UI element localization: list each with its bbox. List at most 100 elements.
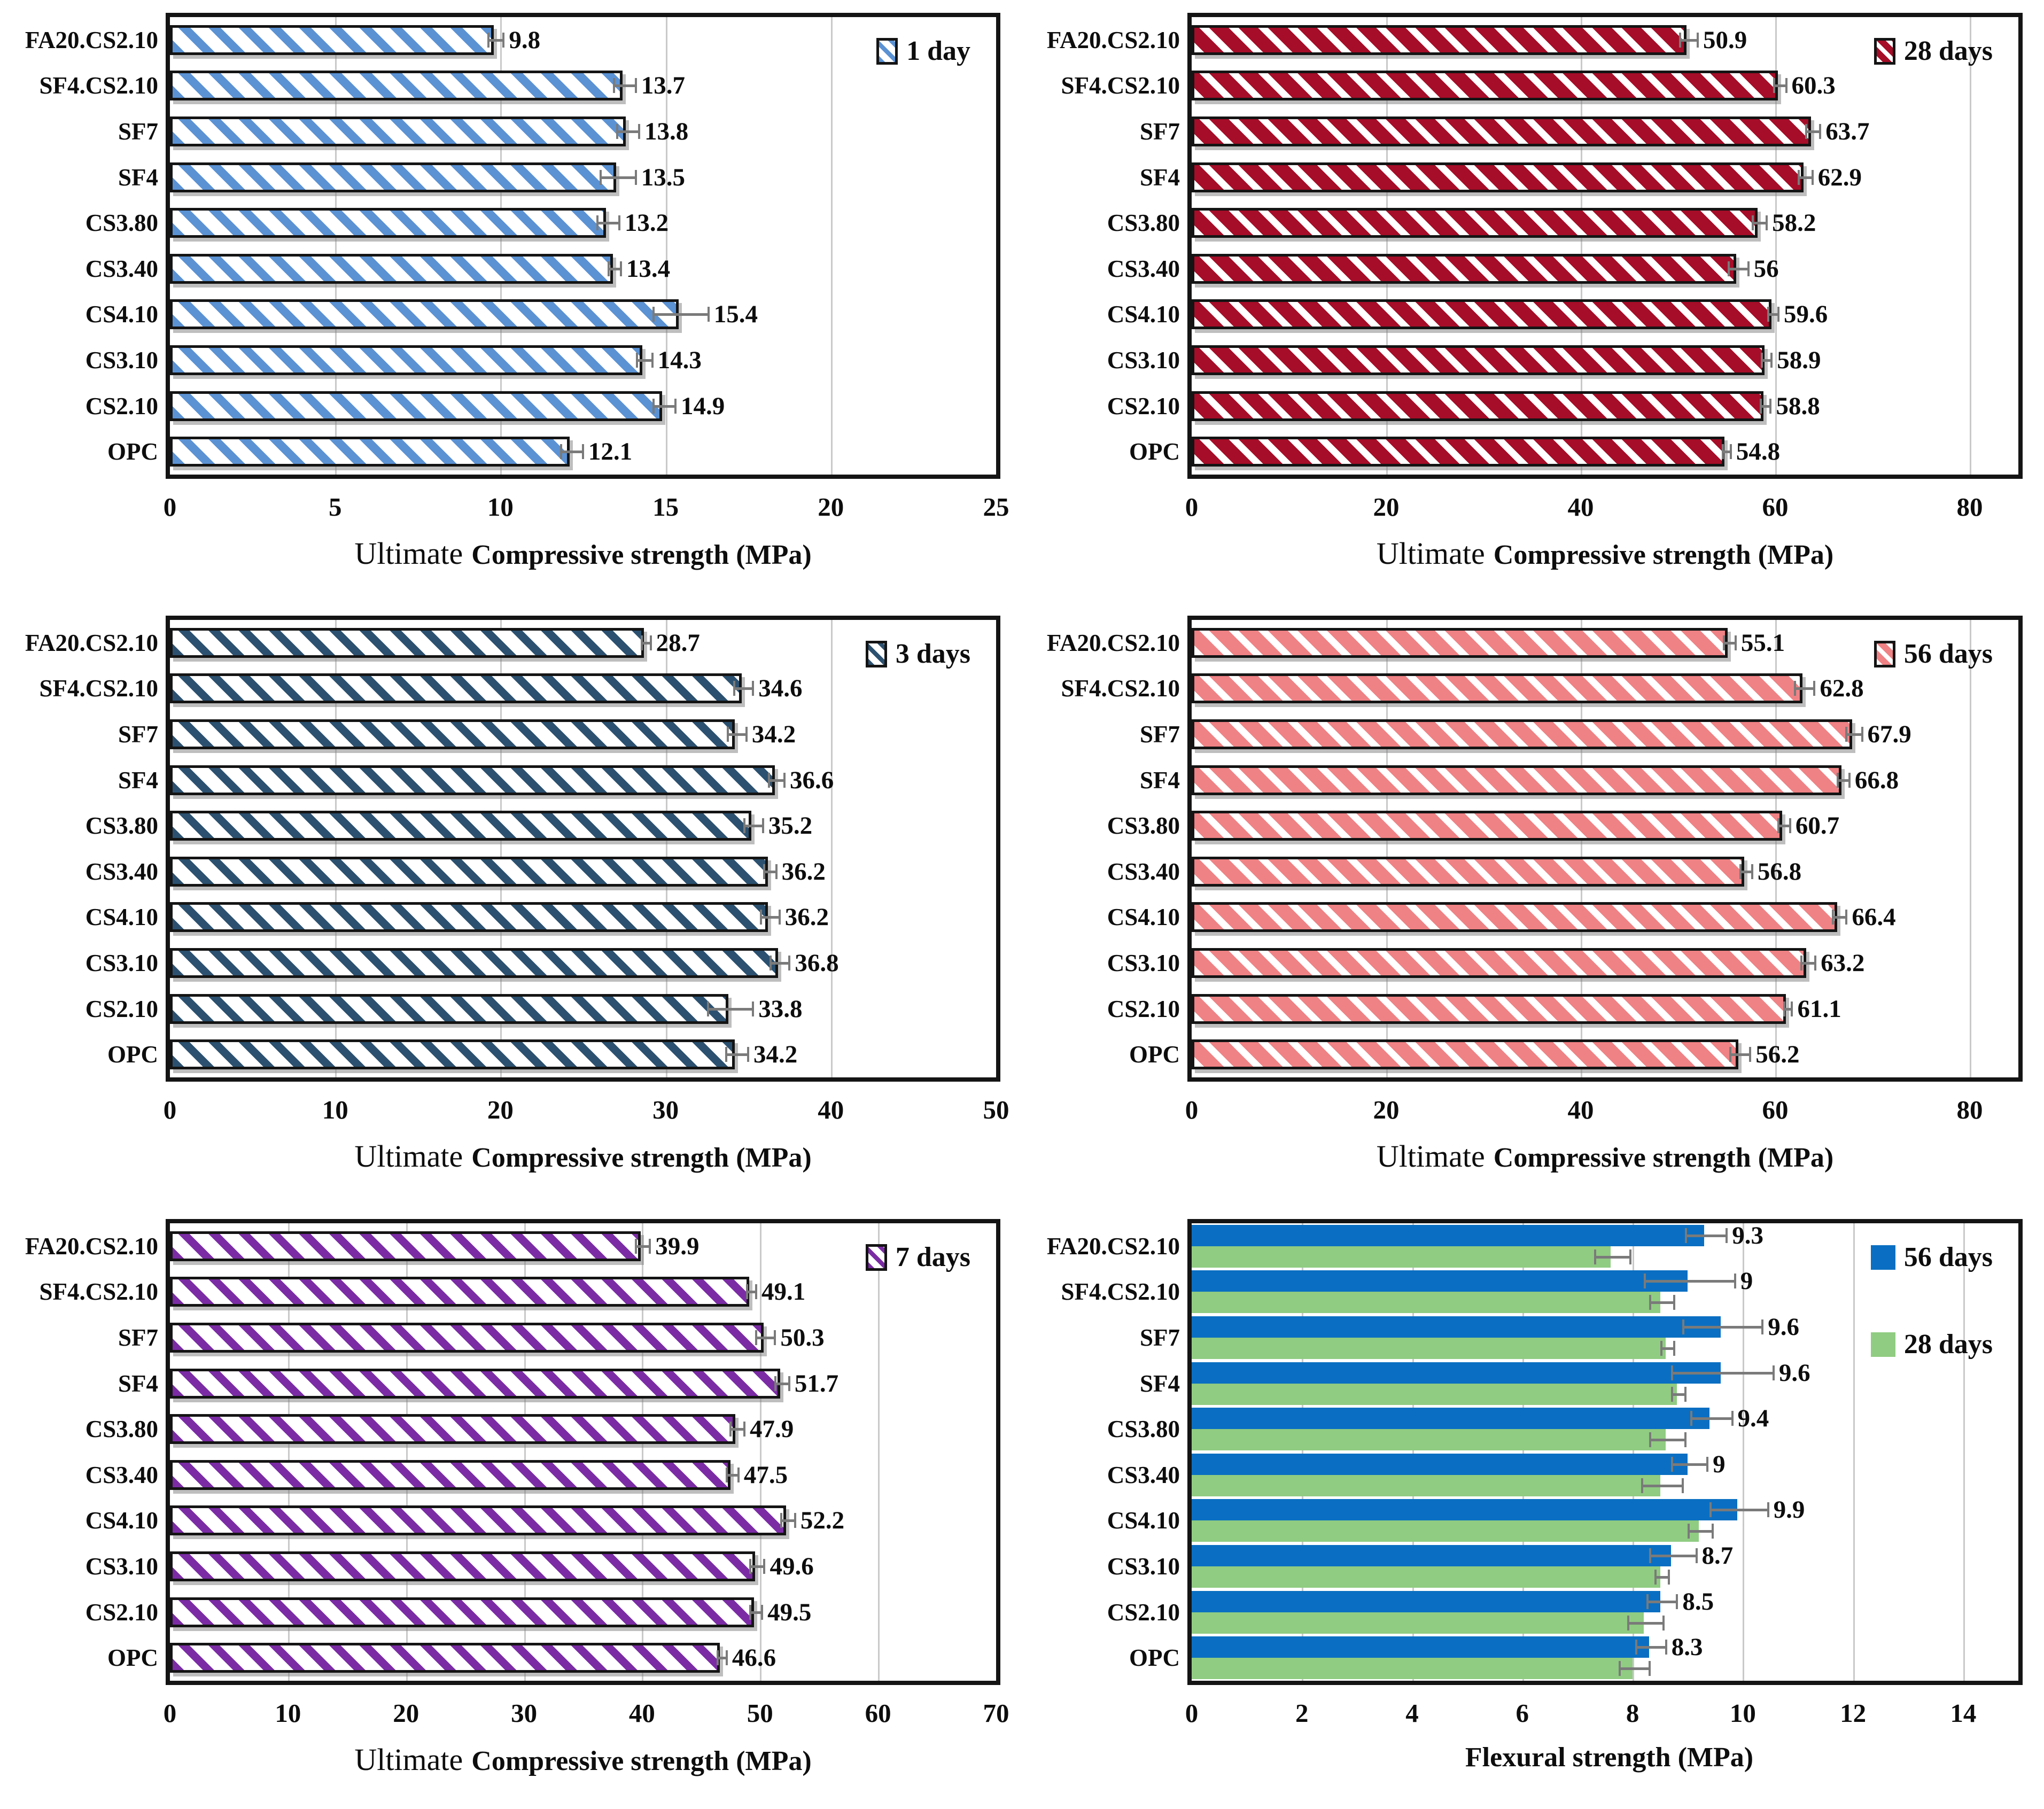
legend: 1 day	[876, 35, 970, 67]
x-tick-label: 0	[163, 1095, 177, 1124]
bar-1-day-CS3.10	[170, 345, 643, 375]
x-axis-label: Ultimate Compressive strength (MPa)	[1187, 1138, 2023, 1174]
x-axis-label: Flexural strength (MPa)	[1187, 1742, 2023, 1773]
legend: 56 days	[1874, 638, 1993, 670]
error-bar	[780, 1513, 796, 1528]
value-label: 51.7	[794, 1369, 839, 1397]
value-label: 8.3	[1671, 1633, 1703, 1662]
value-label: 56.8	[1757, 857, 1802, 886]
x-axis: 0 20 40 60 80	[1185, 1082, 2018, 1138]
category-label: CS3.80	[85, 1416, 158, 1443]
error-bar	[759, 910, 781, 925]
plot-area: FA20.CS2.10 39.9 SF4.CS2.10 49.1 SF7 50.3 SF4 5…	[25, 1219, 1000, 1685]
x-tick-label: 20	[1373, 1095, 1400, 1124]
legend-entry: 28 days	[1874, 35, 1993, 67]
value-label: 61.1	[1797, 995, 1841, 1023]
category-label: CS3.80	[1107, 812, 1180, 840]
category-label: SF7	[1139, 721, 1180, 748]
value-label: 9.8	[509, 26, 541, 54]
x-axis-label: Ultimate Compressive strength (MPa)	[166, 1138, 1000, 1174]
gridline	[1581, 17, 1582, 475]
bar-3-days-CS4.10	[170, 902, 768, 933]
error-bar	[1594, 1249, 1631, 1264]
bar-7-days-OPC	[170, 1643, 720, 1673]
gridline	[1970, 17, 1971, 475]
category-label: CS2.10	[85, 392, 158, 420]
value-label: 8.5	[1682, 1587, 1714, 1616]
x-tick-label: 40	[1567, 492, 1594, 522]
gridline	[524, 1223, 526, 1681]
x-tick-label: 20	[818, 492, 844, 522]
error-bar	[1671, 1386, 1687, 1402]
bar-28-days-CS3.10	[1192, 345, 1765, 375]
bar-28-days-SF7	[1192, 117, 1812, 146]
plot-area: FA20.CS2.10 9.3 SF4.CS2.10 9 SF7 9.6 SF4 9.6 CS3…	[1047, 1219, 2023, 1685]
category-label: OPC	[107, 438, 158, 465]
value-label: 13.4	[626, 254, 671, 283]
value-label: 15.4	[713, 300, 758, 329]
value-label: 59.6	[1783, 300, 1828, 329]
gridline	[1970, 620, 1971, 1077]
chart-compressive-28-days: FA20.CS2.10 50.9 SF4.CS2.10 60.3 SF7 63.7 SF4 6…	[1022, 0, 2044, 603]
legend: 28 days	[1874, 35, 1993, 67]
error-bar	[1671, 1456, 1709, 1472]
category-label: CS3.40	[85, 858, 158, 885]
bar-28-days-FA20.CS2.10	[1192, 1246, 1611, 1268]
value-label: 56.2	[1755, 1041, 1800, 1069]
x-tick-label: 80	[1956, 1095, 1983, 1124]
x-tick-label: 5	[328, 492, 342, 522]
category-label: SF7	[118, 721, 158, 748]
bar-28-days-SF4.CS2.10	[1192, 71, 1778, 101]
gridline	[878, 1223, 880, 1681]
category-label: CS3.40	[1107, 255, 1180, 282]
gridline	[1963, 1223, 1965, 1681]
value-label: 13.2	[624, 209, 669, 237]
gridline	[500, 17, 502, 475]
value-label: 34.6	[758, 674, 803, 703]
gridline	[665, 17, 667, 475]
category-label: SF4.CS2.10	[1061, 1278, 1180, 1306]
category-label: SF7	[1139, 118, 1180, 145]
error-bar	[559, 444, 584, 460]
x-axis-label-prefix: Ultimate	[354, 1139, 463, 1174]
x-tick-label: 50	[983, 1095, 1009, 1124]
category-label: OPC	[107, 1041, 158, 1068]
gridline	[1743, 1223, 1745, 1681]
x-tick-label: 80	[1956, 492, 1983, 522]
value-label: 9	[1740, 1267, 1753, 1295]
bar-56-days-CS3.80	[1192, 811, 1782, 841]
value-label: 9.6	[1778, 1358, 1810, 1387]
legend-swatch-56-days	[1874, 640, 1895, 667]
value-label: 54.8	[1736, 438, 1781, 466]
x-tick-label: 0	[1185, 492, 1199, 522]
error-bar	[1777, 818, 1791, 834]
error-bar	[1831, 910, 1848, 925]
value-label: 36.2	[784, 903, 829, 931]
bar-28-days-OPC	[1192, 1658, 1633, 1680]
plot-area: FA20.CS2.10 55.1 SF4.CS2.10 62.8 SF7 67.9 SF4 6…	[1047, 616, 2023, 1082]
bar-56-days-CS3.40	[1192, 856, 1744, 887]
error-bar	[635, 1238, 651, 1254]
bar-28-days-CS3.80	[1192, 208, 1758, 238]
x-tick-label: 30	[511, 1698, 538, 1728]
error-bar	[1760, 353, 1773, 368]
legend-entry: 56 days	[1874, 638, 1993, 670]
value-label: 13.7	[641, 72, 685, 100]
bar-1-day-FA20.CS2.10	[170, 25, 494, 55]
bar-56-days-FA20.CS2.10	[1192, 1224, 1705, 1246]
value-label: 9.3	[1732, 1221, 1763, 1249]
x-axis-label: Ultimate Compressive strength (MPa)	[1187, 535, 2023, 571]
category-label: CS2.10	[1107, 392, 1180, 420]
chart-compressive-56-days: FA20.CS2.10 55.1 SF4.CS2.10 62.8 SF7 67.9 SF4 6…	[1022, 603, 2044, 1206]
category-label: FA20.CS2.10	[1046, 26, 1180, 53]
bar-7-days-SF7	[170, 1323, 764, 1353]
category-label: SF4	[118, 164, 158, 191]
gridline	[1775, 620, 1777, 1077]
x-axis: 0 5 10 15 20 25	[164, 479, 1009, 535]
error-bar	[1845, 727, 1863, 742]
value-label: 58.9	[1777, 346, 1821, 374]
bar-56-days-OPC	[1192, 1039, 1738, 1070]
legend-label: 56 days	[1903, 1242, 1993, 1272]
error-bar	[487, 32, 505, 48]
bar-1-day-SF7	[170, 117, 626, 146]
